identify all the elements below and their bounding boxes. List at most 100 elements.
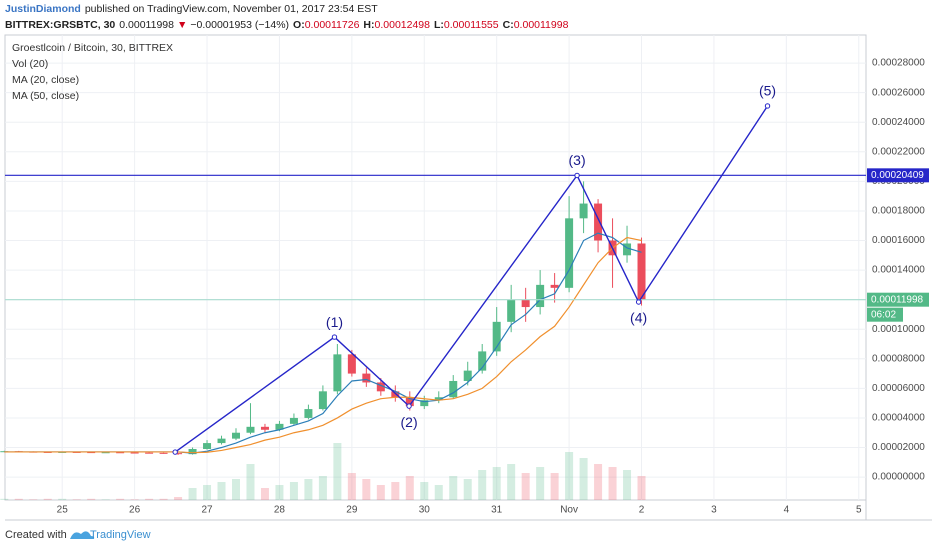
volume-bar [507,464,516,500]
volume-bar [87,498,96,500]
candle-body [159,452,168,454]
candle-body [492,321,501,352]
footer-brand[interactable]: TradingView [90,529,151,541]
volume-bar [579,458,588,500]
candle-body [232,432,240,439]
candle-body [246,426,255,433]
x-tick-label: 26 [129,505,141,516]
candle-body [376,382,385,392]
x-tick-label: Nov [560,505,578,516]
published: published on TradingView.com, November 0… [85,3,378,15]
arrow: ▼ [177,19,187,31]
last: 0.00011998 [119,19,174,31]
volume-bar [289,482,298,500]
price-label: 0.00011998 [871,294,924,305]
volume-bar [637,476,646,500]
symbol: BITTREX:GRSBTC, 30 [5,19,115,31]
volume-bar [29,499,38,500]
footer-created: Created with [5,529,67,541]
ohlc-value: 0.00012498 [375,19,431,31]
x-tick-label: 30 [419,505,431,516]
volume-bar [550,473,559,500]
wave-point [764,103,771,109]
volume-bar [536,467,545,500]
candle-body [318,391,327,410]
wave-label: (2) [401,414,418,430]
candle-body [304,409,313,418]
candle-body [521,299,530,308]
candle-body [260,426,269,430]
y-tick-label: 0.00002000 [872,442,925,453]
y-tick-label: 0.00006000 [872,383,925,394]
volume-bar [246,464,255,500]
candle-body [347,354,356,374]
change: −0.00001953 (−14%) [190,19,289,31]
ohlc-value: 0.00011726 [305,19,360,31]
volume-bar [174,497,183,500]
candle-body [594,203,603,241]
volume-bar [391,482,400,500]
candle-body [449,380,458,398]
ohlc-label: H: [363,19,374,31]
candle-body [362,373,371,383]
volume-bar [203,485,212,500]
volume-bar [116,498,125,500]
candle-body [565,218,574,288]
price-label: 0.00020409 [871,170,924,181]
wave-label: (5) [759,83,776,99]
candle-body [405,397,414,407]
candle-body [289,417,298,424]
candle-body [101,452,110,454]
candle-body [203,443,212,449]
volume-bar [608,467,617,500]
wave-point [331,334,338,340]
volume-bar [434,485,443,500]
volume-bar [304,479,313,500]
price-box [867,292,929,307]
volume-bar [260,488,269,500]
header-line-1: JustinDiamond published on TradingView.co… [5,3,378,15]
volume-bar [43,498,52,500]
volume-bar [594,464,603,500]
wave-point [635,299,642,305]
x-tick-label: 29 [346,505,358,516]
y-tick-label: 0.00000000 [872,472,925,483]
volume-bar [318,476,327,500]
volume-bar [405,476,414,500]
candle-body [550,284,559,288]
x-tick-label: 25 [57,505,69,516]
volume-bar [72,499,81,500]
countdown: 06:02 [871,309,896,320]
candle-body [275,423,284,430]
volume-bar [0,498,9,500]
ohlc-value: 0.00011555 [444,19,499,31]
y-tick-label: 0.00010000 [872,324,925,335]
volume-bar [145,498,154,500]
volume-bar [14,498,23,500]
wave-label: (4) [630,310,647,326]
ma-line [4,236,642,454]
chart-layer: (1) (2) (3) (4) (5) [0,35,866,500]
author[interactable]: JustinDiamond [5,3,81,15]
y-tick-label: 0.00008000 [872,353,925,364]
volume-bar [478,470,487,500]
candle-body [637,243,646,300]
candle-body [0,451,9,453]
candle-body [478,351,487,371]
volume-bar [333,443,342,500]
candle-body [536,284,545,308]
volume-bar [217,482,226,500]
wave-label: (1) [326,314,343,330]
candle-body [420,400,429,407]
candle-body [145,452,154,454]
footer: Created with TradingView [5,529,151,541]
wave-label: (3) [569,152,586,168]
y-tick-label: 0.00016000 [872,235,925,246]
volume-bar [58,498,67,500]
candle-body [217,438,226,444]
candle-body [174,453,183,455]
x-tick-label: 2 [639,505,645,516]
volume-bar [159,498,168,500]
candle-body [87,452,96,454]
